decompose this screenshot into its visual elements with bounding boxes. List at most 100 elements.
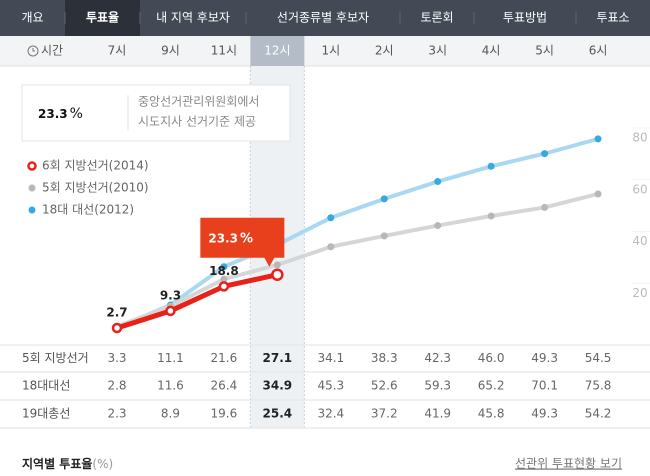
cell: 2.8 bbox=[107, 379, 126, 393]
cell: 65.2 bbox=[478, 379, 505, 393]
cell: 3.3 bbox=[107, 351, 126, 365]
cell: 42.3 bbox=[424, 351, 451, 365]
cell: 34.9 bbox=[263, 379, 293, 393]
nav-tab[interactable]: 토론회 bbox=[420, 11, 453, 25]
time-tick[interactable]: 1시 bbox=[321, 44, 340, 58]
summary-value: 23.3% bbox=[38, 106, 83, 122]
time-tick[interactable]: 2시 bbox=[375, 44, 394, 58]
callout-number: 23.3 bbox=[208, 231, 238, 245]
nav-tab[interactable]: 투표방법 bbox=[503, 11, 547, 25]
point bbox=[165, 305, 176, 317]
clock-hand bbox=[32, 48, 35, 52]
point bbox=[220, 275, 228, 283]
point bbox=[220, 263, 228, 271]
y-tick-label: 20 bbox=[632, 286, 647, 300]
cell: 2.3 bbox=[107, 406, 126, 420]
row-label: 18대대선 bbox=[22, 379, 70, 393]
time-tick[interactable]: 7시 bbox=[108, 44, 127, 58]
cell: 32.4 bbox=[317, 406, 344, 420]
legend-label: 18대 대선(2012) bbox=[42, 203, 134, 217]
row-label: 5회 지방선거 bbox=[22, 351, 89, 365]
cell: 54.5 bbox=[585, 351, 612, 365]
cell: 8.9 bbox=[161, 406, 180, 420]
cell: 41.9 bbox=[424, 406, 451, 420]
summary-note: 중앙선거관리위원회에서 bbox=[138, 95, 259, 109]
time-tick[interactable]: 4시 bbox=[482, 44, 501, 58]
cell: 49.3 bbox=[531, 351, 558, 365]
point bbox=[434, 178, 442, 186]
cell: 11.1 bbox=[157, 351, 184, 365]
cell: 11.6 bbox=[157, 379, 184, 393]
callout bbox=[200, 217, 285, 267]
time-row bbox=[0, 36, 650, 66]
cell: 25.4 bbox=[263, 406, 293, 420]
point bbox=[594, 190, 602, 198]
cell: 54.2 bbox=[585, 406, 612, 420]
nav-tab[interactable]: 선거종류별 후보자 bbox=[277, 11, 369, 25]
series-line bbox=[116, 272, 278, 331]
cell: 75.8 bbox=[585, 379, 612, 393]
summary-unit: % bbox=[70, 106, 83, 122]
cell: 19.6 bbox=[211, 406, 238, 420]
callout-label: 23.3% bbox=[208, 231, 253, 246]
cell: 49.3 bbox=[531, 406, 558, 420]
point bbox=[273, 261, 281, 269]
time-tick[interactable]: 3시 bbox=[428, 44, 447, 58]
legend-marker bbox=[27, 161, 37, 171]
nav-tab[interactable]: 투표소 bbox=[596, 11, 629, 25]
summary-number: 23.3 bbox=[38, 107, 68, 121]
cell: 45.8 bbox=[478, 406, 505, 420]
y-tick-label: 40 bbox=[632, 234, 647, 248]
y-tick-label: 60 bbox=[632, 182, 647, 196]
point bbox=[271, 268, 284, 281]
heading-unit: (%) bbox=[92, 457, 113, 471]
clock-icon bbox=[27, 45, 39, 57]
legend-marker bbox=[28, 184, 36, 192]
cell: 37.2 bbox=[371, 406, 398, 420]
cell: 52.6 bbox=[371, 379, 398, 393]
summary-note: 시도지사 선거기준 제공 bbox=[138, 115, 256, 129]
nav-tab[interactable]: 투표율 bbox=[86, 11, 119, 25]
point bbox=[380, 232, 388, 240]
point bbox=[111, 322, 123, 334]
cell: 27.1 bbox=[263, 351, 293, 365]
status-link[interactable]: 선관위 투표현황 보기 bbox=[515, 457, 622, 471]
point bbox=[541, 203, 549, 211]
nav-tab[interactable]: 내 지역 후보자 bbox=[156, 11, 230, 25]
time-tick[interactable]: 11시 bbox=[211, 44, 237, 58]
time-cell-active bbox=[250, 36, 305, 66]
cell: 21.6 bbox=[211, 351, 238, 365]
cell: 46.0 bbox=[478, 351, 505, 365]
nav-tab-active bbox=[65, 0, 140, 36]
heading-text: 지역별 투표율 bbox=[22, 456, 92, 471]
cell: 59.3 bbox=[424, 379, 451, 393]
point bbox=[487, 162, 495, 170]
section-heading: 지역별 투표율(%) bbox=[22, 456, 113, 471]
time-tick[interactable]: 12시 bbox=[264, 44, 290, 58]
point bbox=[218, 281, 230, 292]
cell: 38.3 bbox=[371, 351, 398, 365]
point bbox=[541, 150, 549, 158]
series-line bbox=[116, 136, 599, 330]
point bbox=[327, 243, 335, 251]
y-tick-label: 80 bbox=[632, 131, 647, 145]
point bbox=[327, 214, 335, 222]
legend-label: 5회 지방선거(2010) bbox=[42, 181, 149, 195]
time-tick[interactable]: 9시 bbox=[161, 44, 180, 58]
summary-box bbox=[21, 84, 291, 142]
time-tick[interactable]: 5시 bbox=[535, 44, 554, 58]
nav-tab[interactable]: 개요 bbox=[21, 11, 43, 25]
point bbox=[434, 222, 442, 230]
time-label: 시간 bbox=[41, 44, 63, 58]
series-line bbox=[116, 192, 599, 329]
point bbox=[380, 195, 388, 203]
cell: 45.3 bbox=[317, 379, 344, 393]
callout-unit: % bbox=[240, 231, 253, 246]
row-label: 19대총선 bbox=[22, 406, 70, 420]
cell: 34.1 bbox=[317, 351, 344, 365]
point bbox=[594, 135, 602, 143]
time-tick[interactable]: 6시 bbox=[589, 44, 608, 58]
data-label: 18.8 bbox=[209, 264, 239, 278]
